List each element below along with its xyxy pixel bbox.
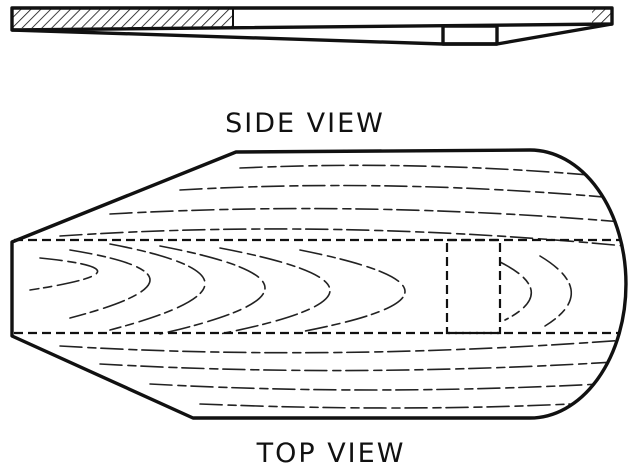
wood-grain — [29, 164, 626, 409]
top-view-label: TOP VIEW — [256, 438, 406, 469]
top-view — [10, 148, 628, 420]
side-view-label: SIDE VIEW — [225, 108, 385, 139]
side-view — [10, 6, 614, 46]
side-view-cross-block — [441, 24, 499, 46]
side-view-hatched-end — [592, 9, 611, 23]
top-view-outline — [10, 148, 628, 420]
side-view-hatched-section-left — [13, 9, 233, 28]
hidden-cross-block — [445, 238, 502, 335]
